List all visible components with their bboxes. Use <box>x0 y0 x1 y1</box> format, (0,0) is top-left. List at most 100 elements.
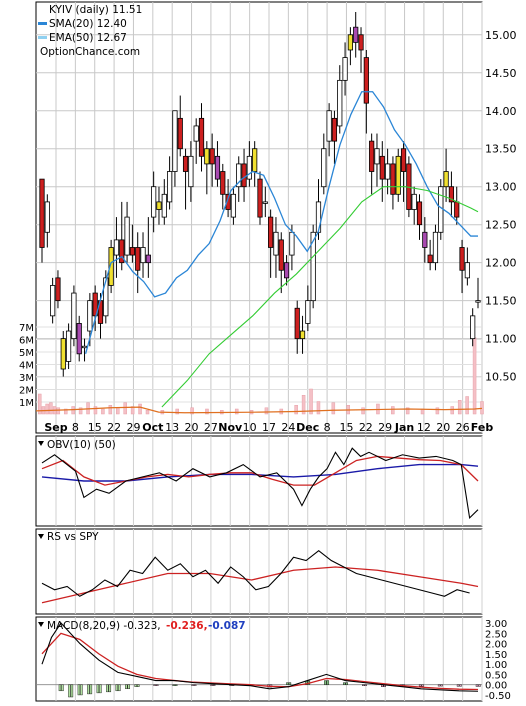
volume-bar <box>361 407 365 415</box>
legend-label: OptionChance.com <box>40 46 140 58</box>
x-tick-label: 12 <box>417 421 431 434</box>
candle-body <box>182 155 189 172</box>
volume-bar <box>145 410 150 415</box>
candle-body <box>443 171 449 188</box>
y-tick-label: 11.50 <box>485 295 517 308</box>
candle-body <box>427 254 433 264</box>
macd-tick-label: 2.50 <box>485 629 507 640</box>
candle-body <box>198 117 205 157</box>
macd-histogram-bar <box>89 684 93 695</box>
candle-body <box>156 201 162 210</box>
candle-body <box>119 239 125 264</box>
macd-histogram-bar <box>437 684 441 687</box>
candle-body <box>342 57 348 81</box>
x-tick-label: Jan <box>394 421 414 434</box>
macd-histogram-bar <box>421 684 424 687</box>
macd-histogram-bar <box>210 684 213 686</box>
macd-histogram-bar <box>153 684 156 686</box>
legend-label: EMA(50) 12.67 <box>49 32 127 44</box>
candle-body <box>289 231 295 256</box>
x-tick-label: 22 <box>107 421 121 434</box>
macd-line <box>41 622 479 692</box>
volume-bar <box>56 407 61 415</box>
volume-bar <box>108 405 113 415</box>
volume-tick-label: 2M <box>19 386 34 397</box>
rs-label: RS vs SPY <box>47 531 99 543</box>
candle-body <box>209 148 215 165</box>
macd-tick-label: -0.50 <box>485 691 511 702</box>
candle-body <box>294 307 300 340</box>
rs-panel: RS vs SPY <box>35 528 483 615</box>
candle-body <box>395 155 401 195</box>
macd-histogram-bar <box>212 684 216 686</box>
macd-tick-label: 2.00 <box>485 640 507 651</box>
rs-marker-icon <box>38 534 44 539</box>
volume-ema-line <box>35 406 483 414</box>
candle-body <box>214 155 221 180</box>
macd-histogram-bar <box>418 684 422 687</box>
candle-body <box>145 254 151 264</box>
candle-body <box>454 201 460 218</box>
candle-body <box>177 117 183 150</box>
macd-tick-label: 3.00 <box>485 619 507 630</box>
macd-histogram-bar <box>475 684 479 687</box>
candle-body <box>278 239 284 271</box>
x-tick-label: Oct <box>142 421 163 434</box>
candle-body <box>379 155 385 180</box>
macd-histogram-bar <box>127 684 131 689</box>
x-tick-label: 29 <box>378 421 392 434</box>
candle-body <box>422 231 428 248</box>
macd-histogram-bar <box>87 684 90 695</box>
macd-histogram-bar <box>286 682 289 685</box>
candle-body <box>151 186 157 218</box>
x-tick-label: 24 <box>281 421 295 434</box>
candle-body <box>81 345 88 349</box>
candle-body <box>268 216 274 248</box>
x-tick-label: 27 <box>204 421 218 434</box>
volume-tick-label: 6M <box>19 336 34 347</box>
macd-histogram-bar <box>134 684 137 687</box>
macd-histogram-bar <box>326 680 330 685</box>
candle-body <box>60 338 66 370</box>
candle-body <box>246 155 252 180</box>
macd-histogram-bar <box>96 684 100 694</box>
candle-body <box>55 277 61 302</box>
x-tick-label: 10 <box>243 421 257 434</box>
candle-body <box>337 79 343 127</box>
macd-histogram-bar <box>115 684 119 692</box>
candle-body <box>113 239 120 256</box>
x-tick-label: 15 <box>339 421 353 434</box>
candle-body <box>353 26 359 43</box>
volume-bar <box>480 401 484 415</box>
x-tick-label: Sep <box>44 421 67 434</box>
candle-body <box>299 330 306 340</box>
candle-body <box>252 148 258 172</box>
y-tick-label: 12.50 <box>485 219 517 232</box>
volume-bar <box>205 408 209 415</box>
macd-histogram-bar <box>324 680 327 685</box>
macd-histogram-bar <box>345 682 349 685</box>
candle-body <box>273 231 279 256</box>
y-tick-label: 15.00 <box>485 29 517 42</box>
macd-tick-label: 0.00 <box>485 681 507 692</box>
candle-body <box>363 57 369 104</box>
volume-bar <box>264 407 269 415</box>
candle-body <box>257 178 263 218</box>
volume-bar <box>130 406 135 415</box>
macd-histogram-bar <box>459 684 462 687</box>
x-tick-label: 8 <box>72 421 79 434</box>
x-tick-label: 17 <box>262 421 276 434</box>
macd-histogram-bar <box>108 684 112 693</box>
candle-body <box>347 34 353 51</box>
y-tick-label: 12.00 <box>485 257 517 270</box>
y-tick-label: 14.50 <box>485 67 517 80</box>
candle-body <box>65 330 72 362</box>
candle-body <box>230 193 237 218</box>
macd-label: MACD(8,20,9) -0.323, <box>47 620 161 632</box>
macd-histogram-bar <box>478 684 481 687</box>
volume-bar <box>294 405 298 415</box>
sma-line <box>84 91 478 354</box>
price-frame <box>35 1 483 434</box>
candle-body <box>459 247 465 271</box>
